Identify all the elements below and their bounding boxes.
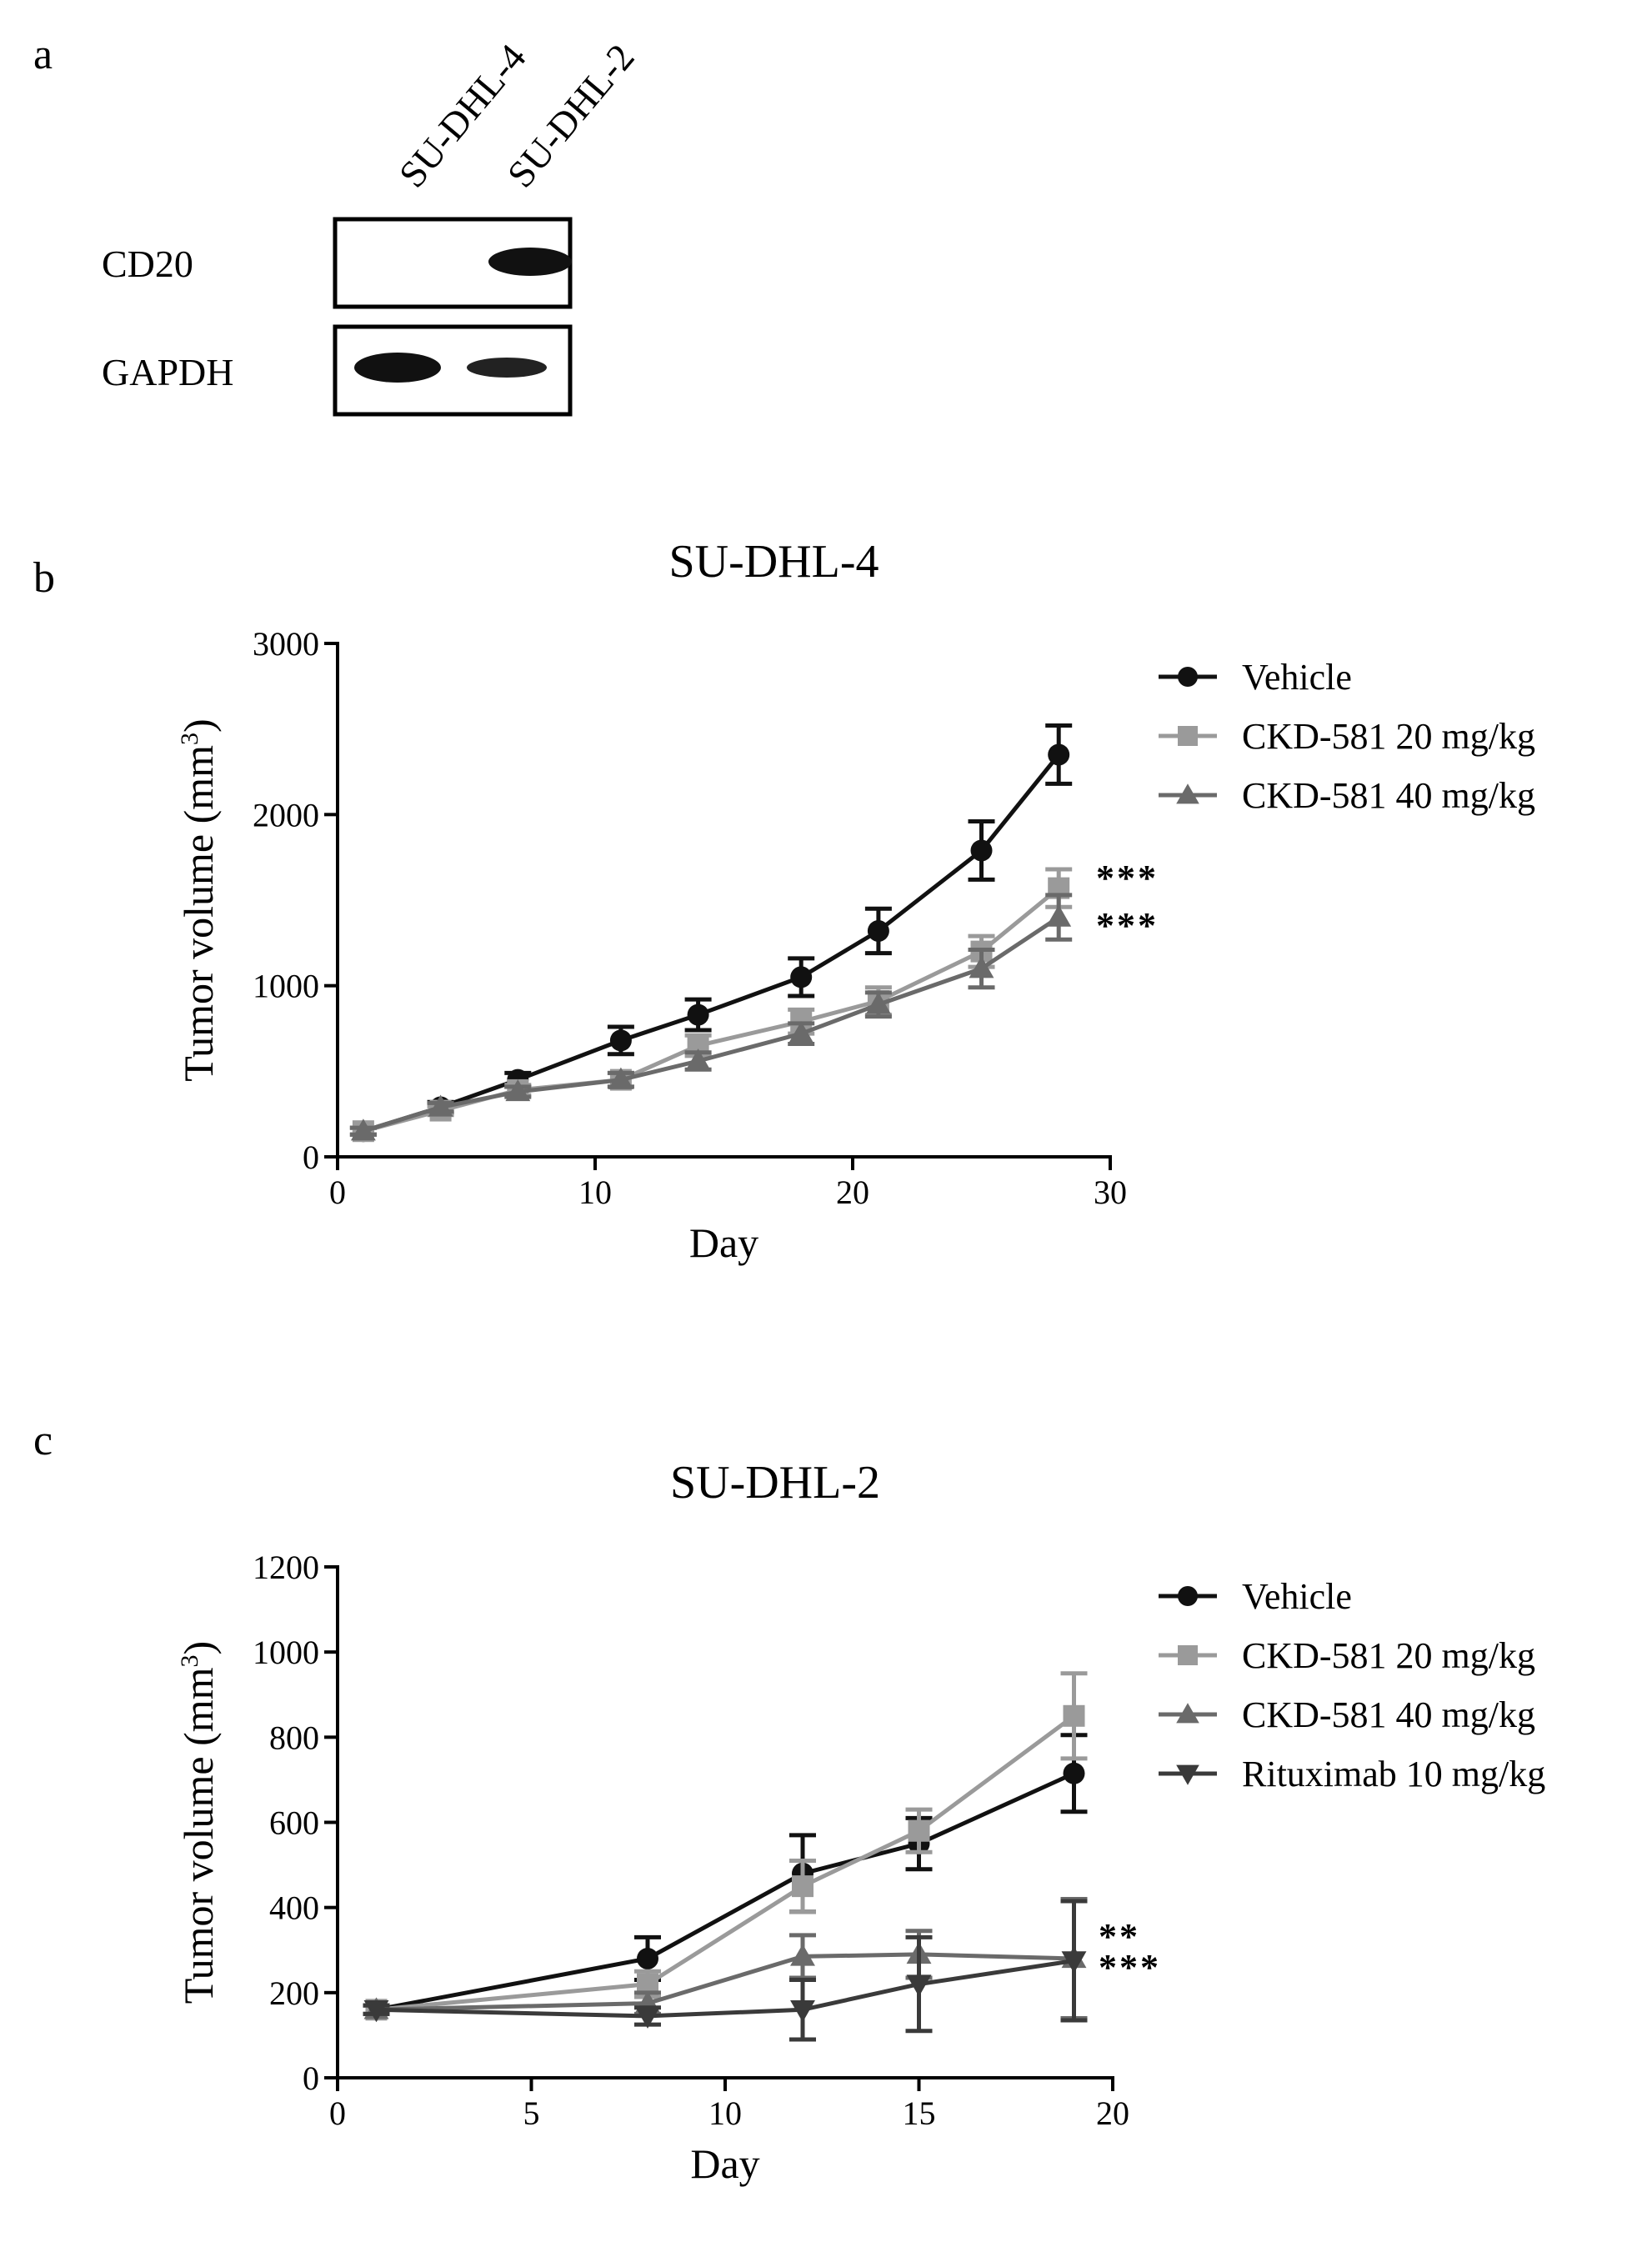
chart1-series-3-point [1061,1951,1087,1974]
chart1-y-tick-label: 200 [269,1974,319,2012]
chart0-series-2-point [788,1021,814,1043]
chart1-series-1-line [376,1714,1075,2012]
chart1-title: SU-DHL-2 [670,1457,880,1509]
chart0-y-tick-label: 2000 [253,796,319,833]
chart0-legend-label: CKD-581 20 mg/kg [1242,716,1535,757]
chart0-x-axis-label: Day [689,1219,758,1266]
chart1-x-tick-label: 10 [708,2094,742,2132]
chart0-series-0 [349,723,1073,1143]
chart1-series-3-point [363,2000,389,2023]
chart1-series-1-point [908,1819,930,1842]
chart0-y-tick-label: 1000 [253,968,319,1005]
chart0-series-0-line [363,753,1061,1134]
chart0-series-2-point [608,1067,633,1089]
chart1-series-3-point [790,2000,815,2023]
chart0-series-0-point [867,919,889,942]
chart0-series-0-point [609,1029,632,1052]
chart0-series-0-point [970,839,993,862]
chart0-series-2-point [865,992,891,1014]
chart0-series-2-point [1046,904,1072,927]
chart1-legend-label: Vehicle [1242,1576,1352,1617]
chart1-legend-swatch-marker [1178,1645,1198,1665]
chart0-significance-label: *** [1096,905,1159,946]
chart1-series-2-point [790,1944,815,1966]
chart0-series-2 [349,893,1073,1141]
chart1-series-3-point [906,1974,932,1997]
chart0-series-0-point [687,1003,709,1026]
chart0-x-tick-label: 10 [578,1174,612,1211]
chart1-series-1-point [1063,1704,1085,1727]
chart1-y-tick-label: 1000 [253,1634,319,1671]
panel-b-letter: b [33,554,55,602]
chart1-significance-label: *** [1099,1947,1161,1988]
chart1-series-0-point [1063,1762,1085,1784]
chart0-series-2-point [505,1079,531,1102]
chart1-legend-swatch-marker [1176,1703,1199,1724]
chart1-series-3 [363,1899,1088,2042]
chart1-y-tick-label: 800 [269,1719,319,1756]
chart1-y-tick-label: 1200 [253,1549,319,1586]
blot-label-cd20: CD20 [102,243,193,285]
chart0-legend-swatch-marker [1176,783,1199,804]
chart1-y-tick-label: 600 [269,1804,319,1842]
chart0-y-tick-label: 3000 [253,625,319,663]
chart0-significance-label: *** [1096,858,1159,898]
chart1-significance-label: ** [1099,1916,1140,1957]
chart1-legend-swatch-marker [1176,1764,1199,1785]
chart1-legend-swatch-marker [1178,1586,1198,1606]
chart0-series-0-point [790,966,813,988]
chart1-series-0-line [376,1771,1075,2012]
chart0-title: SU-DHL-4 [669,536,879,588]
blot-cd20 [333,217,573,309]
chart1-series-1 [363,1671,1088,2021]
chart0-legend-swatch-marker [1178,667,1198,687]
chart1-x-axis-label: Day [690,2140,759,2187]
chart1-y-axis-label: Tumor volume (mm3) [175,1641,222,2004]
chart-su-dhl-2: SU-DHL-2 0 200 400 600 800 1000 1200 0 5 10 15 20 Day… [175,1457,1545,2187]
blot-gapdh [333,324,573,417]
chart1-series-1-point [792,1875,813,1898]
blot-label-gapdh: GAPDH [102,351,233,393]
band-gapdh-su-dhl-2 [467,358,547,378]
panel-a-letter: a [33,31,53,78]
chart0-x-tick-label: 30 [1094,1174,1127,1211]
chart0-series-2-point [428,1094,453,1117]
band-cd20-su-dhl-2 [488,248,572,276]
chart1-series-0 [363,1733,1088,2021]
chart0-series-2-point [969,956,994,978]
chart1-series-3-point [635,2006,660,2029]
chart1-legend-label: Rituximab 10 mg/kg [1242,1754,1545,1794]
band-gapdh-su-dhl-4 [354,353,441,383]
chart1-y-tick-label: 400 [269,1889,319,1927]
chart0-x-tick-label: 20 [836,1174,869,1211]
chart1-legend-label: CKD-581 20 mg/kg [1242,1635,1535,1676]
chart0-legend-swatch-marker [1178,726,1198,746]
chart-su-dhl-4: SU-DHL-4 0 1000 2000 3000 0 10 20 30 Day Tumor vol… [175,536,1535,1266]
chart0-y-axis-label: Tumor volume (mm3) [175,718,222,1081]
chart1-y-tick-label: 0 [303,2059,319,2097]
chart1-x-tick-label: 20 [1096,2094,1129,2132]
chart0-legend-label: CKD-581 40 mg/kg [1242,775,1535,816]
chart0-legend-label: Vehicle [1242,657,1352,698]
chart1-series-0-point [637,1947,658,1969]
chart1-x-tick-label: 0 [329,2094,346,2132]
chart0-series-0-point [1048,743,1070,766]
chart1-x-tick-label: 5 [523,2094,540,2132]
chart0-series-2-point [350,1118,376,1141]
chart0-x-tick-label: 0 [329,1174,346,1211]
chart0-series-2-point [685,1048,711,1071]
chart0-y-tick-label: 0 [303,1139,319,1176]
chart1-x-tick-label: 15 [903,2094,936,2132]
panel-c-letter: c [33,1417,53,1464]
chart1-legend-label: CKD-581 40 mg/kg [1242,1694,1535,1735]
